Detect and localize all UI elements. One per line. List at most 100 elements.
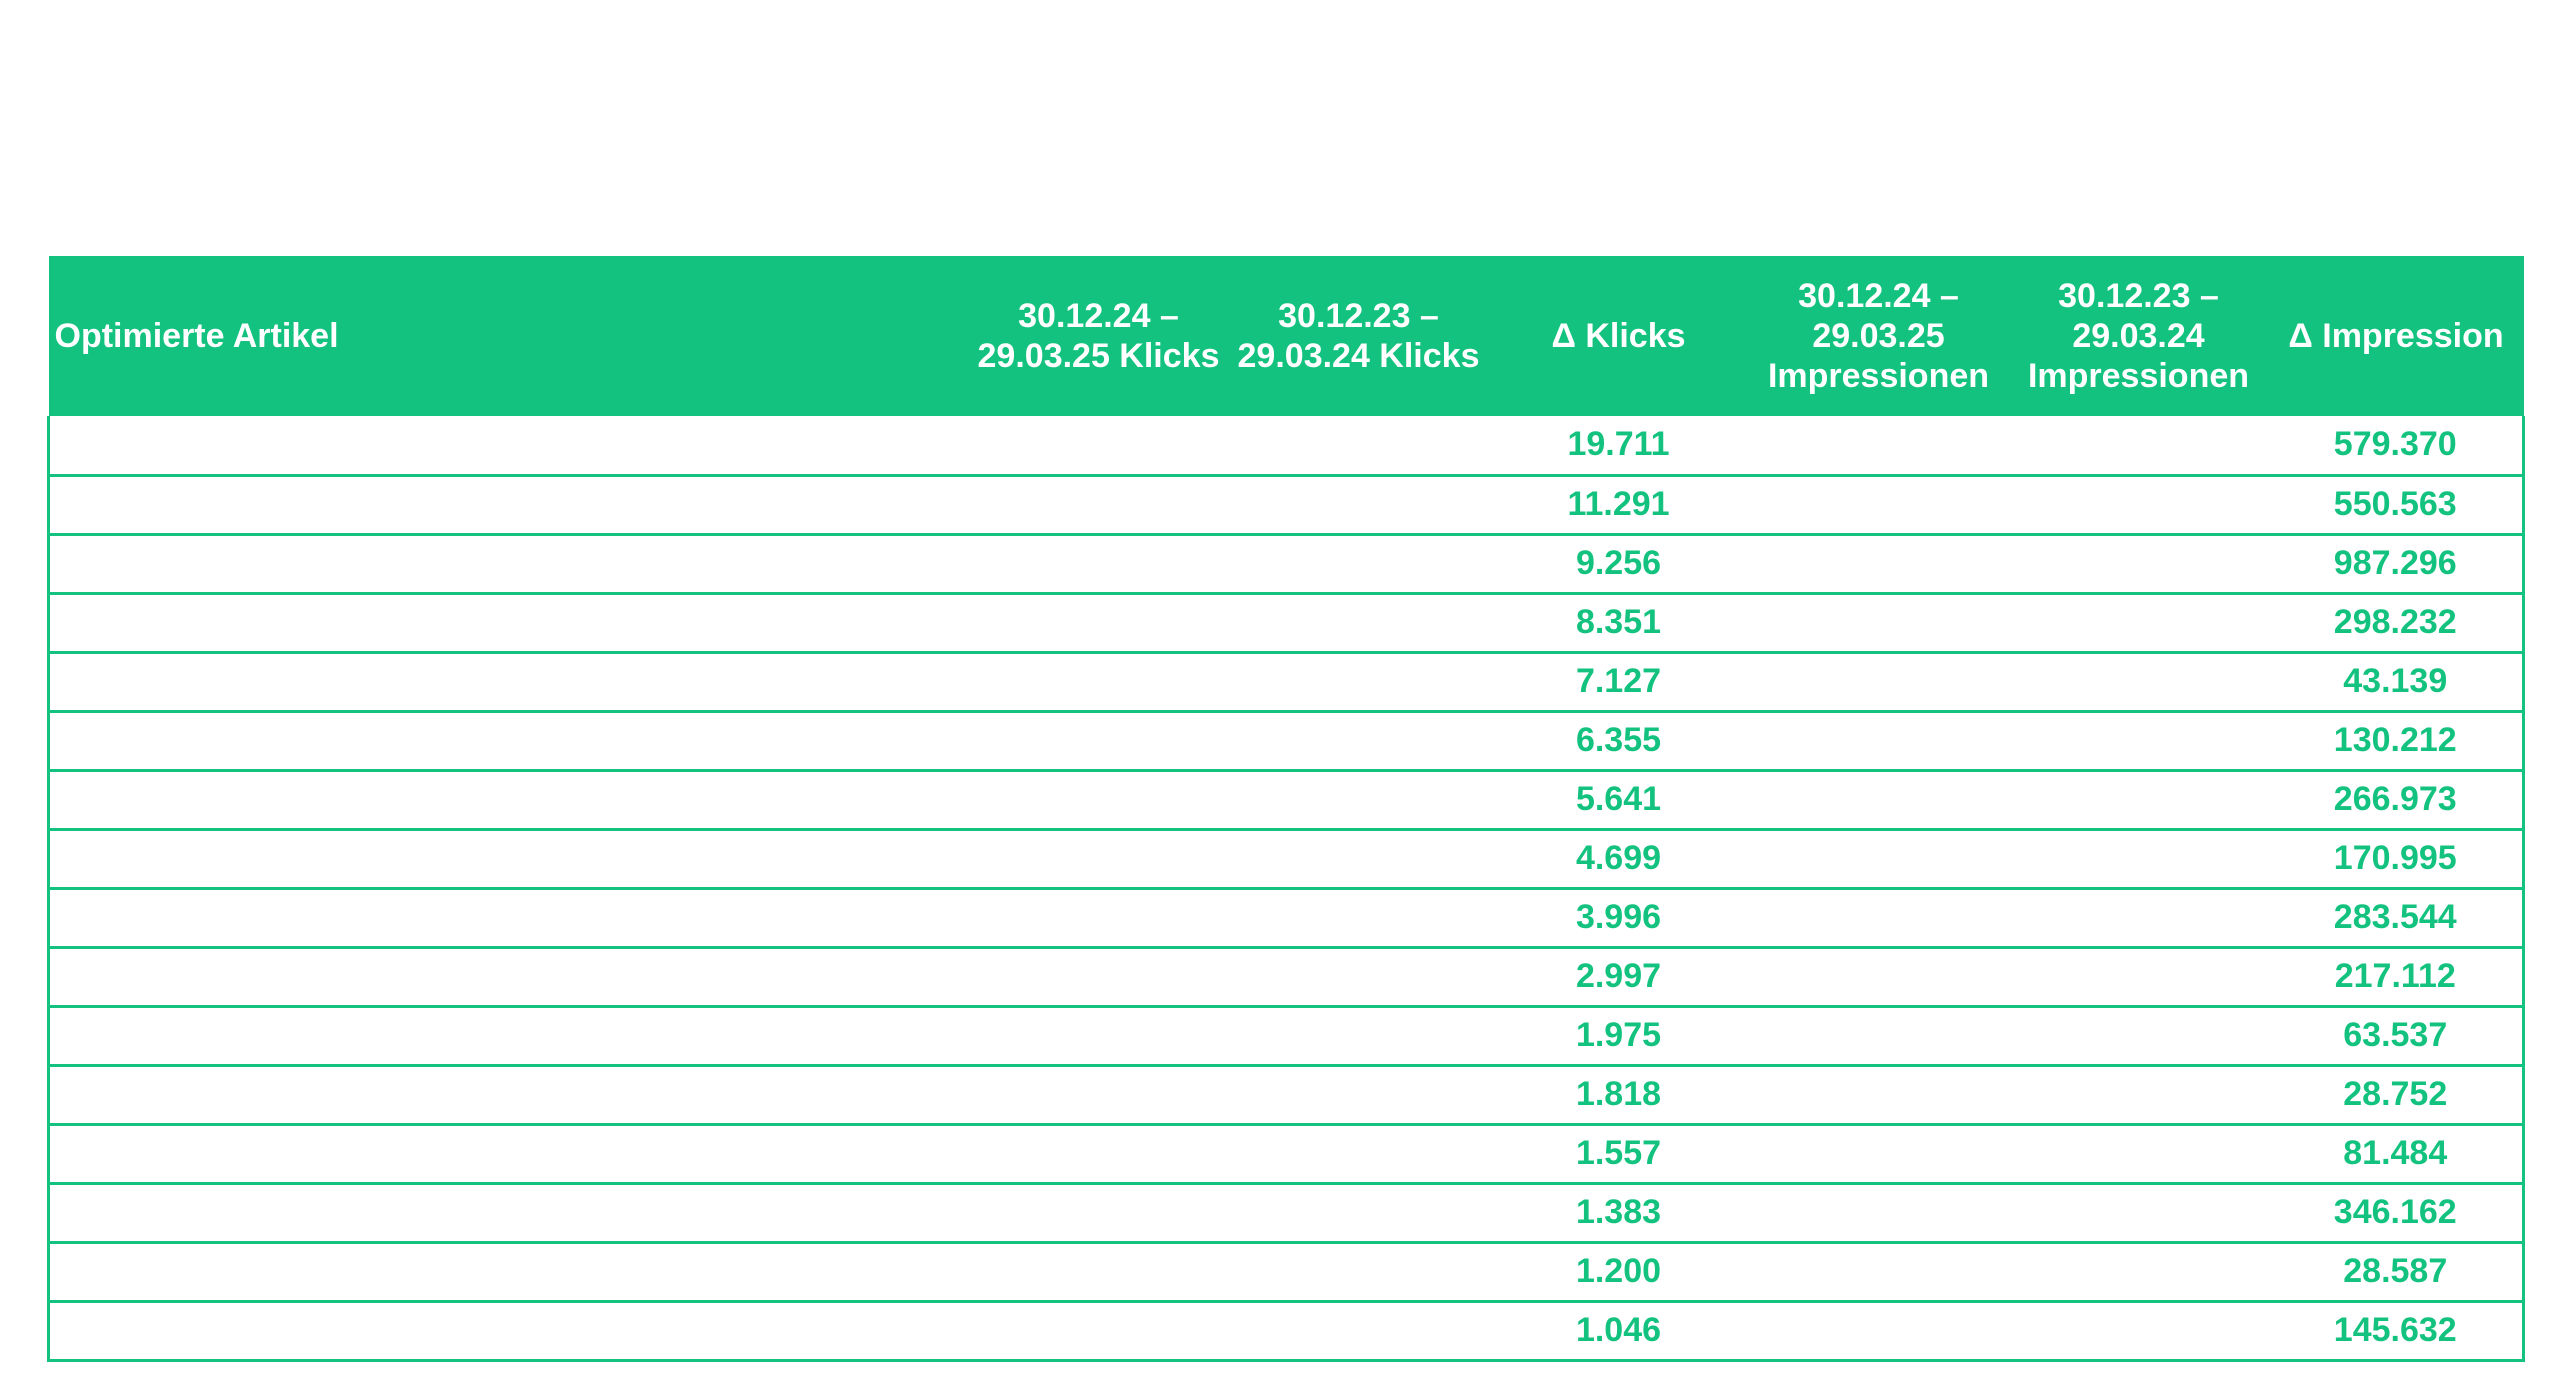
- delta-impressions-cell: 28.587: [2268, 1240, 2525, 1303]
- clicks-current-cell: [968, 768, 1229, 831]
- table-row: 1.975 63.537: [47, 1004, 2525, 1067]
- clicks-current-cell: [968, 1240, 1229, 1303]
- column-header-impressions-previous: 30.12.23 – 29.03.24 Impressionen: [2027, 277, 2250, 395]
- clicks-current-cell: [968, 532, 1229, 595]
- clicks-current-cell: [968, 473, 1229, 536]
- traffic-table-container: Optimierte Artikel 30.12.24 – 29.03.25 K…: [47, 256, 2525, 1362]
- table-body: 19.711 579.370 11.291 550.563 9.256 987.296 8.…: [47, 416, 2525, 1362]
- column-header-delta-impressions: Δ Impression: [2288, 317, 2504, 355]
- impressions-current-cell: [1748, 416, 2009, 477]
- table-row: 7.127 43.139: [47, 650, 2525, 713]
- article-cell: [47, 827, 969, 890]
- clicks-previous-cell: [1228, 532, 1489, 595]
- table-row: 1.557 81.484: [47, 1122, 2525, 1185]
- clicks-previous-cell: [1228, 1181, 1489, 1244]
- delta-impressions-cell: 217.112: [2268, 945, 2525, 1008]
- delta-impressions-cell: 130.212: [2268, 709, 2525, 772]
- impressions-previous-cell: [2008, 591, 2269, 654]
- delta-impressions-cell: 63.537: [2268, 1004, 2525, 1067]
- clicks-previous-cell: [1228, 591, 1489, 654]
- delta-impressions-cell: 145.632: [2268, 1299, 2525, 1362]
- table-row: 4.699 170.995: [47, 827, 2525, 890]
- impressions-previous-cell: [2008, 1181, 2269, 1244]
- article-cell: [47, 1240, 969, 1303]
- delta-impressions-cell: 43.139: [2268, 650, 2525, 713]
- delta-clicks-cell: 19.711: [1488, 416, 1749, 477]
- delta-clicks-cell: 3.996: [1488, 886, 1749, 949]
- impressions-previous-cell: [2008, 945, 2269, 1008]
- table-row: 3.996 283.544: [47, 886, 2525, 949]
- article-cell: [47, 1299, 969, 1362]
- delta-impressions-cell: 170.995: [2268, 827, 2525, 890]
- delta-clicks-cell: 2.997: [1488, 945, 1749, 1008]
- article-cell: [47, 709, 969, 772]
- impressions-previous-cell: [2008, 768, 2269, 831]
- delta-impressions-cell: 266.973: [2268, 768, 2525, 831]
- delta-clicks-cell: 11.291: [1488, 473, 1749, 536]
- delta-clicks-cell: 4.699: [1488, 827, 1749, 890]
- clicks-previous-cell: [1228, 827, 1489, 890]
- impressions-current-cell: [1748, 473, 2009, 536]
- impressions-previous-cell: [2008, 1122, 2269, 1185]
- clicks-previous-cell: [1228, 945, 1489, 1008]
- delta-impressions-cell: 987.296: [2268, 532, 2525, 595]
- clicks-previous-cell: [1228, 473, 1489, 536]
- table-row: 19.711 579.370: [47, 416, 2525, 477]
- impressions-previous-cell: [2008, 650, 2269, 713]
- article-cell: [47, 1063, 969, 1126]
- article-cell: [47, 1122, 969, 1185]
- article-cell: [47, 945, 969, 1008]
- table-row: 1.383 346.162: [47, 1181, 2525, 1244]
- clicks-current-cell: [968, 1063, 1229, 1126]
- clicks-current-cell: [968, 886, 1229, 949]
- delta-clicks-cell: 1.557: [1488, 1122, 1749, 1185]
- clicks-current-cell: [968, 827, 1229, 890]
- impressions-current-cell: [1748, 827, 2009, 890]
- impressions-previous-cell: [2008, 473, 2269, 536]
- table-row: 2.997 217.112: [47, 945, 2525, 1008]
- impressions-current-cell: [1748, 591, 2009, 654]
- table-row: 1.200 28.587: [47, 1240, 2525, 1303]
- clicks-current-cell: [968, 1004, 1229, 1067]
- impressions-current-cell: [1748, 768, 2009, 831]
- table-row: 8.351 298.232: [47, 591, 2525, 654]
- table-row: 9.256 987.296: [47, 532, 2525, 595]
- clicks-current-cell: [968, 945, 1229, 1008]
- table-row: 1.818 28.752: [47, 1063, 2525, 1126]
- impressions-current-cell: [1748, 532, 2009, 595]
- impressions-previous-cell: [2008, 1240, 2269, 1303]
- delta-impressions-cell: 579.370: [2268, 416, 2525, 477]
- clicks-current-cell: [968, 1181, 1229, 1244]
- clicks-previous-cell: [1228, 1063, 1489, 1126]
- clicks-current-cell: [968, 1122, 1229, 1185]
- delta-clicks-cell: 5.641: [1488, 768, 1749, 831]
- impressions-current-cell: [1748, 886, 2009, 949]
- column-header-article: Optimierte Artikel: [54, 317, 339, 355]
- article-cell: [47, 1004, 969, 1067]
- clicks-previous-cell: [1228, 416, 1489, 477]
- table-row: 5.641 266.973: [47, 768, 2525, 831]
- clicks-previous-cell: [1228, 1122, 1489, 1185]
- impressions-previous-cell: [2008, 1004, 2269, 1067]
- clicks-previous-cell: [1228, 709, 1489, 772]
- clicks-current-cell: [968, 1299, 1229, 1362]
- clicks-previous-cell: [1228, 1004, 1489, 1067]
- delta-impressions-cell: 283.544: [2268, 886, 2525, 949]
- article-cell: [47, 768, 969, 831]
- impressions-current-cell: [1748, 945, 2009, 1008]
- clicks-previous-cell: [1228, 1240, 1489, 1303]
- clicks-previous-cell: [1228, 1299, 1489, 1362]
- delta-impressions-cell: 28.752: [2268, 1063, 2525, 1126]
- delta-clicks-cell: 8.351: [1488, 591, 1749, 654]
- impressions-previous-cell: [2008, 1063, 2269, 1126]
- delta-clicks-cell: 6.355: [1488, 709, 1749, 772]
- impressions-previous-cell: [2008, 416, 2269, 477]
- clicks-current-cell: [968, 591, 1229, 654]
- delta-clicks-cell: 1.975: [1488, 1004, 1749, 1067]
- delta-clicks-cell: 1.383: [1488, 1181, 1749, 1244]
- article-cell: [47, 591, 969, 654]
- impressions-previous-cell: [2008, 532, 2269, 595]
- article-cell: [47, 1181, 969, 1244]
- table-row: 1.046 145.632: [47, 1299, 2525, 1362]
- impressions-current-cell: [1748, 1004, 2009, 1067]
